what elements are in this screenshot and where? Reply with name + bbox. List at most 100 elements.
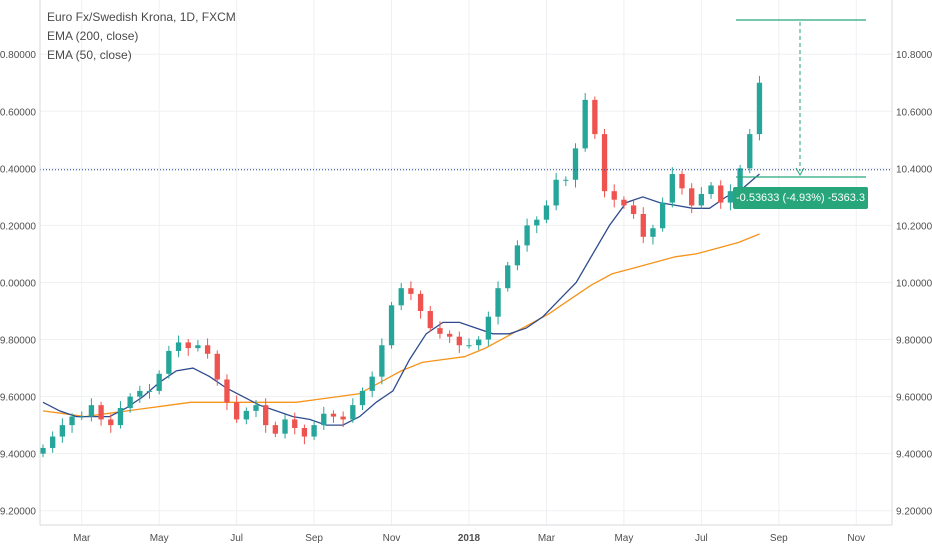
y-tick-label-right: 10.80000 xyxy=(896,50,932,61)
candle-body xyxy=(427,311,433,329)
candle-body xyxy=(408,288,414,294)
measure-label: -0.53633 (-4.93%) -5363.3 xyxy=(733,187,868,209)
y-tick-label-left: 10.00000 xyxy=(0,278,36,289)
candle-body xyxy=(495,288,501,317)
candle-body xyxy=(330,413,337,417)
candle-body xyxy=(204,345,211,354)
candle-body xyxy=(224,379,230,403)
candle-body xyxy=(727,191,734,203)
x-tick-label: May xyxy=(150,533,169,544)
y-tick-label-right: 9.60000 xyxy=(896,393,932,404)
candle-body xyxy=(524,225,530,246)
candle-body xyxy=(563,179,569,181)
x-tick-label: Mar xyxy=(73,533,91,544)
candle-body xyxy=(553,179,559,206)
measure-arrow-icon xyxy=(795,167,805,177)
candle-body xyxy=(737,168,743,192)
candle-body xyxy=(127,396,133,409)
y-tick-label-left: 9.40000 xyxy=(0,450,36,461)
y-tick-label-right: 10.20000 xyxy=(896,221,932,232)
x-tick-label: Mar xyxy=(538,533,556,544)
candle-body xyxy=(175,342,182,351)
candle-body xyxy=(611,191,617,200)
candle-body xyxy=(59,425,66,437)
candle-body xyxy=(156,373,162,391)
candle-body xyxy=(417,293,424,312)
x-tick-label: Sep xyxy=(305,533,323,544)
candle-body xyxy=(650,228,656,237)
candle-body xyxy=(621,199,627,206)
candle-body xyxy=(669,174,675,203)
candle-body xyxy=(543,205,550,220)
candle-body xyxy=(388,305,395,346)
candle-body xyxy=(350,405,356,420)
candle-body xyxy=(505,265,511,289)
candle-body xyxy=(301,427,308,437)
candle-body xyxy=(698,194,705,206)
candle-body xyxy=(311,425,317,437)
candle-body xyxy=(88,405,95,417)
y-tick-label-right: 9.40000 xyxy=(896,450,932,461)
x-tick-label: May xyxy=(614,533,633,544)
y-tick-label-left: 10.60000 xyxy=(0,107,36,118)
x-tick-label: Jul xyxy=(230,533,243,544)
y-tick-label-left: 9.80000 xyxy=(0,336,36,347)
candle-body xyxy=(437,328,443,334)
y-tick-label-right: 9.80000 xyxy=(896,336,932,347)
x-tick-label: Nov xyxy=(383,533,401,544)
ema200-layer xyxy=(42,233,760,418)
legend-ema200[interactable]: EMA (200, close) xyxy=(47,29,139,43)
candle-body xyxy=(756,82,763,135)
candle-body xyxy=(108,419,114,426)
x-tick-label: Nov xyxy=(847,533,865,544)
legend-ema50[interactable]: EMA (50, close) xyxy=(47,48,132,62)
candle-body xyxy=(185,342,191,349)
x-tick-label: Jul xyxy=(695,533,708,544)
candle-body xyxy=(69,416,75,426)
candle-body xyxy=(534,219,540,226)
candle-body xyxy=(485,316,492,340)
candle-body xyxy=(195,345,201,349)
candle-body xyxy=(272,425,279,434)
candle-body xyxy=(708,185,714,195)
candle-body xyxy=(292,419,298,428)
candle-body xyxy=(466,345,472,347)
candle-body xyxy=(689,188,695,206)
candle-body xyxy=(476,339,482,346)
candle-body xyxy=(582,99,588,149)
y-tick-label-left: 10.80000 xyxy=(0,50,36,61)
overlay-layer xyxy=(40,19,892,178)
candle-body xyxy=(79,416,85,418)
legend: Euro Fx/Swedish Krona, 1D, FXCM EMA (200… xyxy=(47,8,236,65)
candle-body xyxy=(137,390,143,397)
candle-body xyxy=(340,416,346,420)
candle-layer xyxy=(40,75,763,458)
candle-body xyxy=(98,405,104,420)
ema50-layer xyxy=(42,173,760,426)
candle-body xyxy=(369,376,375,391)
candle-body xyxy=(233,402,240,420)
y-tick-label-right: 9.20000 xyxy=(896,507,932,518)
candle-body xyxy=(718,185,724,203)
ema200-line xyxy=(42,233,760,418)
grid-layer xyxy=(40,0,892,525)
candle-body xyxy=(50,436,56,448)
x-tick-label: 2018 xyxy=(458,533,481,544)
x-tick-label: Sep xyxy=(770,533,788,544)
candle-body xyxy=(601,134,608,192)
y-tick-label-right: 10.60000 xyxy=(896,107,932,118)
candle-body xyxy=(166,350,172,374)
legend-symbol[interactable]: Euro Fx/Swedish Krona, 1D, FXCM xyxy=(47,10,236,24)
candle-body xyxy=(282,419,288,434)
y-tick-label-left: 10.20000 xyxy=(0,221,36,232)
candle-body xyxy=(679,174,685,189)
candle-body xyxy=(572,148,579,180)
y-tick-label-left: 10.40000 xyxy=(0,164,36,175)
candle-body xyxy=(630,205,637,214)
candle-body xyxy=(40,447,46,454)
candle-body xyxy=(446,333,453,337)
candle-body xyxy=(146,390,153,392)
